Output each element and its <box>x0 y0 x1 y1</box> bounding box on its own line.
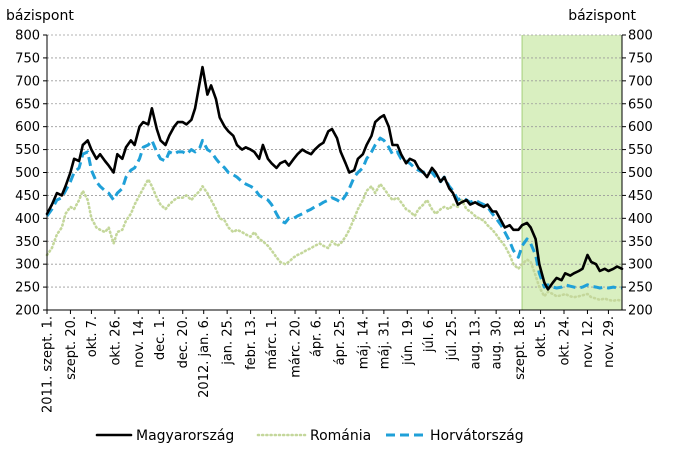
y-tick-right-450: 450 <box>628 189 653 204</box>
y-tick-right-550: 550 <box>628 143 653 158</box>
series-line-0 <box>45 65 624 291</box>
y-tick-left-300: 300 <box>15 258 40 273</box>
x-tick-label-5: dec. 1. <box>153 316 168 360</box>
y-tick-left-350: 350 <box>15 235 40 250</box>
x-tick-label-21: szept. 18. <box>513 316 528 380</box>
y-tick-right-250: 250 <box>628 281 653 296</box>
y-tick-left-450: 450 <box>15 189 40 204</box>
x-tick-label-24: nov. 12. <box>581 316 596 368</box>
axis-layer: 200 200 250 250 300 300 350 350 400 400 450 450 500 5… <box>15 29 653 413</box>
x-tick-label-16: jún. 19. <box>401 316 416 366</box>
legend-label-0: Magyarország <box>136 428 234 444</box>
x-tick-label-12: ápr. 6. <box>309 316 324 357</box>
x-tick-label-19: aug. 13. <box>469 316 484 369</box>
x-tick-label-7: 2012. jan. 6. <box>197 316 212 398</box>
legend-label-1: Románia <box>310 428 371 444</box>
x-tick-label-20: aug. 30. <box>490 316 505 369</box>
y-tick-left-500: 500 <box>15 166 40 181</box>
legend: Magyarország Románia Horvátország <box>95 428 524 444</box>
y-tick-left-800: 800 <box>15 29 40 44</box>
y-tick-right-500: 500 <box>628 166 653 181</box>
y-tick-left-750: 750 <box>15 51 40 66</box>
y-tick-left-400: 400 <box>15 212 40 227</box>
x-tick-label-23: okt. 24. <box>558 316 573 366</box>
y-tick-right-700: 700 <box>628 74 653 89</box>
y-tick-left-200: 200 <box>15 304 40 319</box>
y-tick-right-200: 200 <box>628 304 653 319</box>
y-tick-right-800: 800 <box>628 29 653 44</box>
x-tick-label-6: dec. 20. <box>176 316 191 368</box>
y-tick-right-300: 300 <box>628 258 653 273</box>
legend-label-2: Horvátország <box>430 428 524 444</box>
x-tick-label-22: okt. 5. <box>534 316 549 357</box>
series-line-1 <box>45 178 624 303</box>
x-tick-label-0: 2011. szept. 1. <box>41 316 56 413</box>
y-tick-left-600: 600 <box>15 120 40 135</box>
y-tick-left-550: 550 <box>15 143 40 158</box>
y-tick-left-650: 650 <box>15 97 40 112</box>
y-tick-right-400: 400 <box>628 212 653 227</box>
x-tick-label-10: márc. 1. <box>265 316 280 370</box>
x-tick-label-4: nov. 14. <box>132 316 147 368</box>
y-tick-right-750: 750 <box>628 51 653 66</box>
x-tick-label-11: márc. 20. <box>289 316 304 378</box>
y-tick-right-350: 350 <box>628 235 653 250</box>
y-tick-left-700: 700 <box>15 74 40 89</box>
x-tick-label-15: máj. 31. <box>377 316 392 369</box>
right-axis-title: bázispont <box>568 8 636 24</box>
x-tick-label-18: júl. 25. <box>445 316 460 361</box>
y-tick-right-650: 650 <box>628 97 653 112</box>
series-layer <box>45 65 624 303</box>
x-tick-label-1: szept. 20. <box>64 316 79 380</box>
x-tick-label-2: okt. 7. <box>85 316 100 357</box>
y-tick-right-600: 600 <box>628 120 653 135</box>
x-tick-label-3: okt. 26. <box>108 316 123 366</box>
x-tick-label-9: febr. 13. <box>244 316 259 370</box>
series-line-2 <box>45 136 622 290</box>
x-tick-label-14: máj. 14. <box>356 316 371 369</box>
x-tick-label-17: júl. 6. <box>422 316 437 353</box>
x-tick-label-8: jan. 25. <box>221 316 236 366</box>
left-axis-title: bázispont <box>6 8 74 24</box>
y-tick-left-250: 250 <box>15 281 40 296</box>
x-tick-label-13: ápr. 25. <box>333 316 348 365</box>
x-tick-label-25: nov. 29. <box>602 316 617 368</box>
